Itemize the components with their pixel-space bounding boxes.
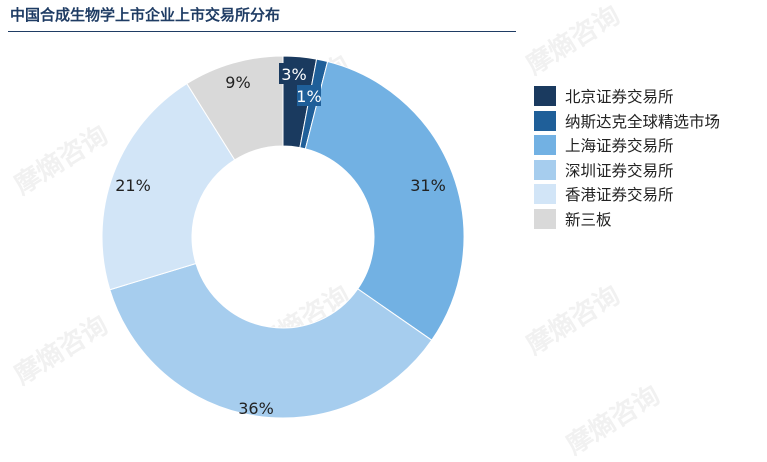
- legend-swatch: [534, 159, 556, 180]
- legend-swatch: [534, 110, 556, 131]
- label-shanghai: 31%: [410, 176, 446, 195]
- donut-chart: 3% 1% 31% 36% 21% 9%: [101, 55, 465, 419]
- label-hongkong: 21%: [115, 176, 151, 195]
- slice-shenzhen: [109, 262, 433, 419]
- legend-item-neeq: 新三板: [534, 207, 720, 232]
- label-nasdaq: 1%: [296, 87, 321, 106]
- legend-item-beijing: 北京证券交易所: [534, 84, 720, 109]
- legend-label: 深圳证券交易所: [565, 161, 674, 180]
- legend: 北京证券交易所纳斯达克全球精选市场 上海证券交易所 深圳证券交易所 香港证券交易所 新三…: [534, 84, 720, 231]
- legend-label: 北京证券交易所: [565, 88, 674, 107]
- chart-title: 中国合成生物学上市企业上市交易所分布: [10, 6, 281, 24]
- slice-hongkong: [101, 82, 236, 291]
- legend-swatch: [534, 208, 556, 229]
- legend-label: 纳斯达克全球精选市场: [565, 112, 721, 131]
- label-beijing: 3%: [281, 65, 306, 84]
- label-neeq: 9%: [225, 73, 250, 92]
- label-bg-nasdaq: [297, 85, 321, 106]
- legend-label: 上海证券交易所: [565, 137, 674, 156]
- label-shenzhen: 36%: [238, 399, 274, 418]
- legend-item-shenzhen: 深圳证券交易所: [534, 158, 720, 183]
- title-underline: [8, 31, 516, 32]
- legend-label: 香港证券交易所: [565, 186, 674, 205]
- legend-swatch: [534, 86, 556, 107]
- legend-swatch: [534, 135, 556, 156]
- legend-item-nasdaq: 纳斯达克全球精选市场: [534, 109, 720, 134]
- slice-labels: 3% 1% 31% 36% 21% 9%: [115, 63, 446, 418]
- legend-item-shanghai: 上海证券交易所: [534, 133, 720, 158]
- slice-shanghai: [304, 60, 465, 341]
- legend-item-hongkong: 香港证券交易所: [534, 182, 720, 207]
- donut-slices: [101, 55, 465, 419]
- slice-neeq: [186, 55, 284, 161]
- legend-label: 新三板: [565, 210, 612, 229]
- legend-swatch: [534, 184, 556, 205]
- label-bg-beijing: [279, 63, 309, 84]
